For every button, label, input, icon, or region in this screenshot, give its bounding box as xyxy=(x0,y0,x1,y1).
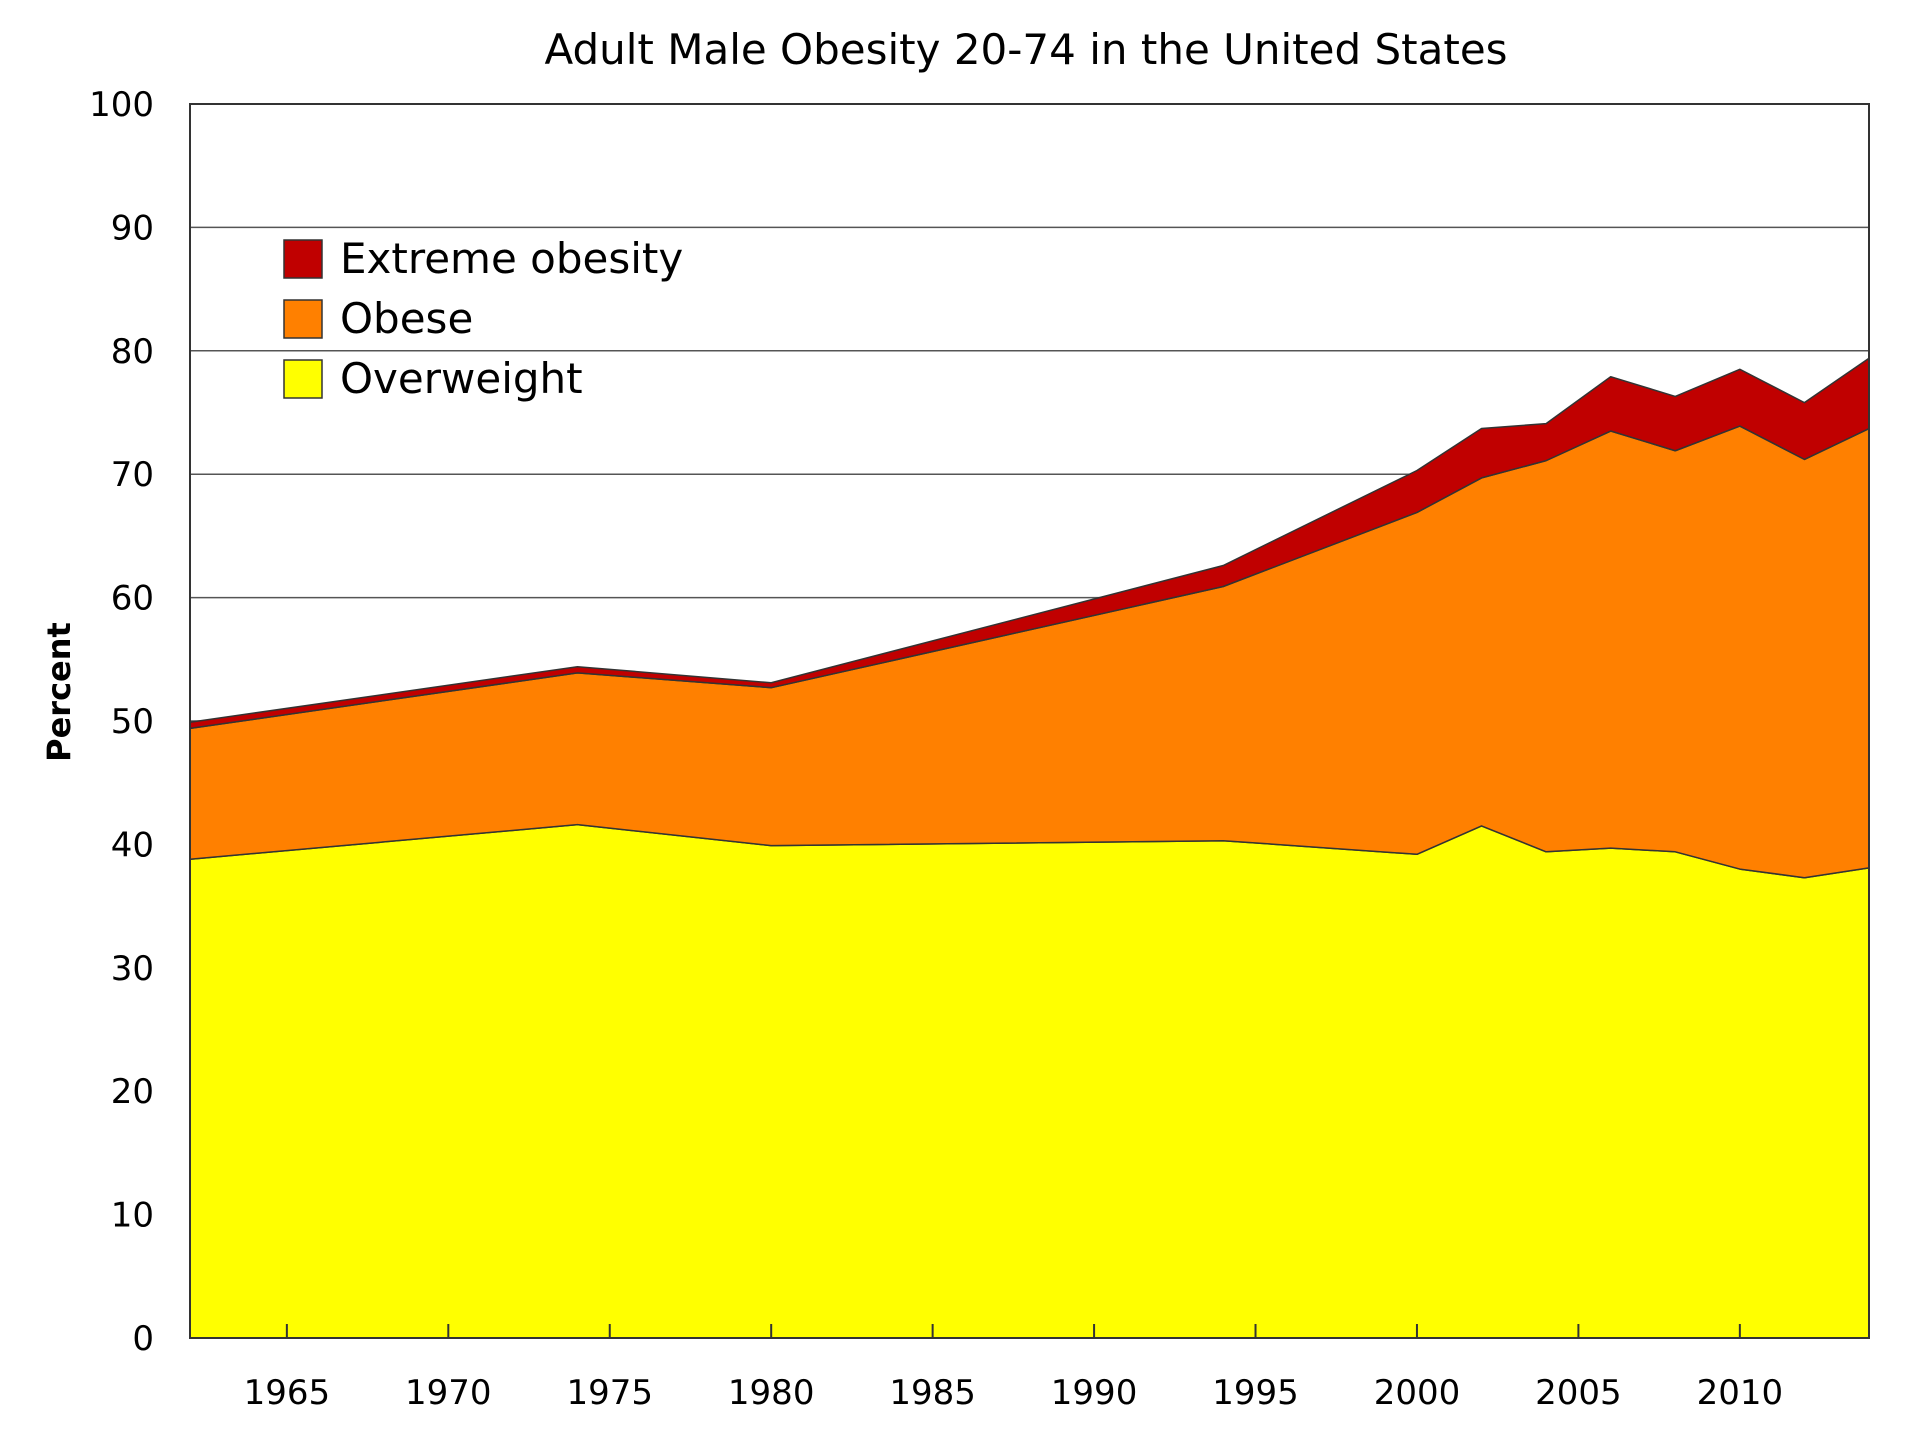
legend-item: Overweight xyxy=(283,354,583,403)
x-tick-label: 2000 xyxy=(1374,1373,1461,1413)
y-tick-label: 100 xyxy=(89,85,154,125)
y-tick-label: 70 xyxy=(111,455,154,495)
legend-swatch xyxy=(283,359,323,399)
x-tick-label: 1980 xyxy=(728,1373,815,1413)
chart-title: Adult Male Obesity 20-74 in the United S… xyxy=(544,25,1507,74)
y-tick-label: 30 xyxy=(111,949,154,989)
x-tick-label: 2010 xyxy=(1697,1373,1784,1413)
y-tick-label: 60 xyxy=(111,579,154,619)
legend-swatch xyxy=(283,299,323,339)
legend-label: Overweight xyxy=(340,354,583,403)
legend-label: Obese xyxy=(340,294,473,343)
y-tick-label: 10 xyxy=(111,1196,154,1236)
area-obese xyxy=(189,425,1870,879)
y-tick-label: 40 xyxy=(111,825,154,865)
y-tick-label: 50 xyxy=(111,702,154,742)
x-tick-label: 1965 xyxy=(244,1373,331,1413)
y-tick-label: 80 xyxy=(111,332,154,372)
legend-item: Obese xyxy=(283,294,473,343)
plot-frame xyxy=(189,103,1870,1339)
y-tick-label: 90 xyxy=(111,208,154,248)
x-tick-label: 1990 xyxy=(1051,1373,1138,1413)
area-overweight xyxy=(189,823,1870,1339)
legend-item: Extreme obesity xyxy=(283,234,683,283)
legend-label: Extreme obesity xyxy=(340,234,683,283)
x-tick-label: 1970 xyxy=(405,1373,492,1413)
x-tick-label: 2005 xyxy=(1535,1373,1622,1413)
y-tick-label: 20 xyxy=(111,1072,154,1112)
y-axis-label: Percent xyxy=(40,622,78,762)
x-tick-label: 1995 xyxy=(1212,1373,1299,1413)
y-tick-label: 0 xyxy=(132,1319,154,1359)
legend-swatch xyxy=(283,239,323,279)
x-tick-label: 1985 xyxy=(889,1373,976,1413)
x-tick-label: 1975 xyxy=(566,1373,653,1413)
